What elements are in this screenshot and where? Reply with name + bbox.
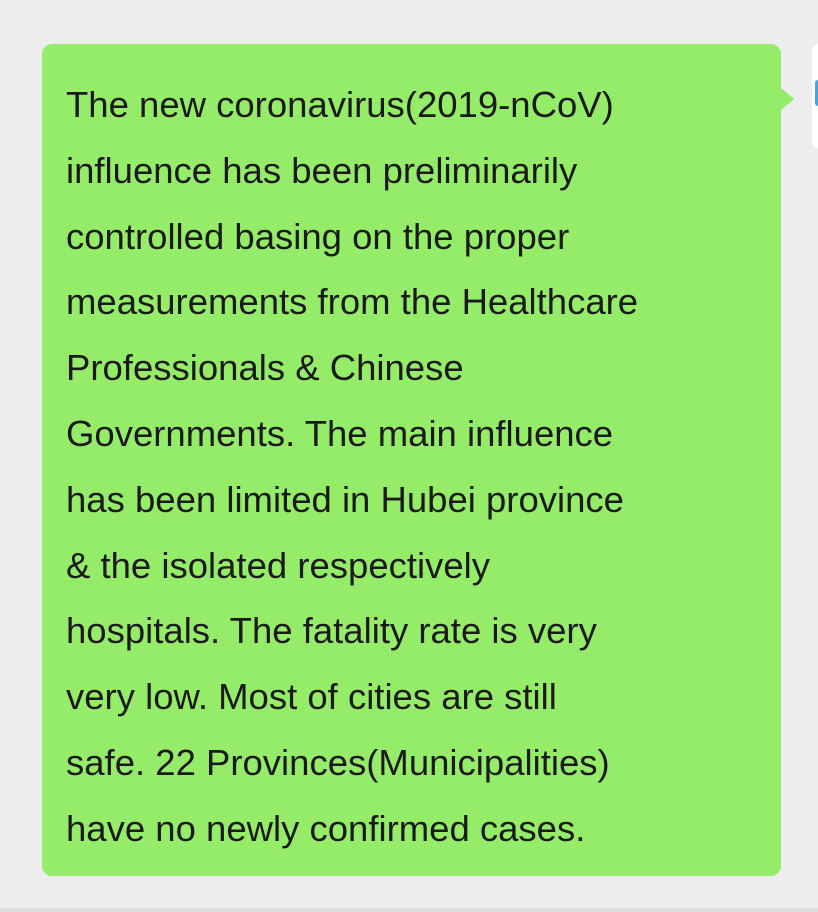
message-line: & the isolated respectively (66, 544, 491, 586)
message-line: Governments. The main influence (66, 412, 614, 454)
message-line: safe. 22 Provinces(Municipalities) (66, 741, 610, 783)
message-line: hospitals. The fatality rate is very (66, 610, 597, 652)
message-line: controlled basing on the proper (66, 215, 570, 257)
message-line: The new coronavirus(2019-nCoV) (66, 84, 614, 125)
message-line: have no newly confirmed cases. (66, 807, 586, 849)
avatar[interactable] (812, 44, 818, 148)
sent-message-bubble[interactable]: The new coronavirus(2019-nCoV) influence… (42, 44, 781, 876)
message-line: very low. Most of cities are still (66, 676, 557, 718)
message-line: measurements from the Healthcare (66, 281, 639, 323)
message-text: The new coronavirus(2019-nCoV) influence… (66, 72, 638, 862)
message-line: influence has been preliminarily (66, 149, 578, 191)
message-line: Professionals & Chinese (66, 347, 464, 389)
avatar-image-icon (815, 80, 818, 106)
message-line: has been limited in Hubei province (66, 478, 624, 520)
bottom-divider (0, 908, 818, 912)
bubble-tail (781, 88, 794, 110)
